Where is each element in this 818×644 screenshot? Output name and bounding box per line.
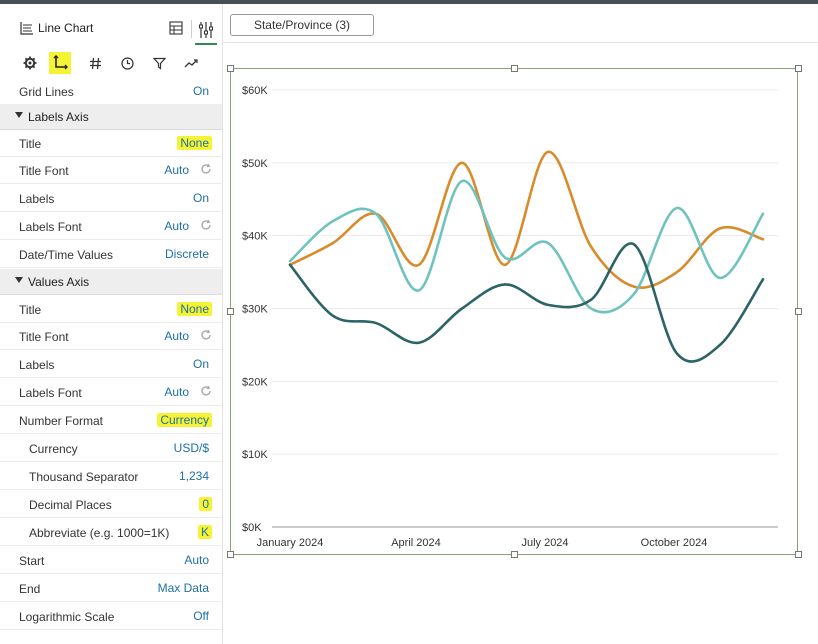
resize-handle-sw[interactable]: [227, 551, 234, 558]
labels-axis-title-font-value[interactable]: Auto: [164, 163, 189, 177]
grid-lines-row[interactable]: Grid Lines On: [0, 78, 222, 105]
grid-view-icon[interactable]: [169, 21, 183, 35]
thousand-separator-row[interactable]: Thousand Separator 1,234: [0, 463, 222, 490]
datetime-values-row[interactable]: Date/Time Values Discrete: [0, 241, 222, 268]
clock-icon: [120, 56, 134, 70]
values-axis-title-value[interactable]: None: [177, 302, 212, 316]
canvas-top-divider: [222, 42, 818, 43]
panel-header: Line Chart: [0, 10, 222, 45]
labels-axis-labels-font-value[interactable]: Auto: [164, 219, 189, 233]
state-province-filter-chip[interactable]: State/Province (3): [230, 14, 374, 36]
abbreviate-label: Abbreviate (e.g. 1000=1K): [29, 526, 170, 540]
resize-handle-e[interactable]: [795, 308, 802, 315]
resize-handle-s[interactable]: [511, 551, 518, 558]
values-axis-title-row[interactable]: Title None: [0, 296, 222, 323]
properties-icon: [199, 22, 213, 38]
end-row[interactable]: End Max Data: [0, 575, 222, 602]
labels-axis-labels-font-label: Labels Font: [19, 220, 82, 234]
datetime-values-label: Date/Time Values: [19, 248, 114, 262]
top-border: [0, 0, 818, 4]
abbreviate-row[interactable]: Abbreviate (e.g. 1000=1K) K: [0, 519, 222, 546]
line-chart-icon: [20, 22, 33, 35]
labels-axis-title-label: Title: [19, 137, 42, 151]
start-label: Start: [19, 554, 45, 568]
resize-handle-se[interactable]: [795, 551, 802, 558]
properties-panel: Line Chart: [0, 4, 223, 644]
labels-axis-title-font-row[interactable]: Title Font Auto: [0, 157, 222, 184]
labels-axis-title-value[interactable]: None: [177, 136, 212, 150]
reset-icon[interactable]: [200, 329, 212, 341]
number-format-value[interactable]: Currency: [157, 413, 212, 427]
values-axis-labels-value[interactable]: On: [192, 357, 209, 371]
trend-icon: [184, 59, 198, 68]
general-tab[interactable]: [19, 52, 41, 74]
labels-axis-labels-value[interactable]: On: [192, 191, 209, 205]
collapse-triangle-icon: [15, 277, 23, 283]
currency-label: Currency: [29, 442, 78, 456]
datetime-values-value[interactable]: Discrete: [164, 247, 209, 261]
labels-axis-header: Labels Axis: [28, 110, 89, 124]
values-axis-labels-font-row[interactable]: Labels Font Auto: [0, 379, 222, 406]
chart-selection-frame[interactable]: [230, 68, 798, 555]
labels-axis-labels-label: Labels: [19, 192, 55, 206]
grid-lines-label: Grid Lines: [19, 85, 74, 99]
grid-lines-value[interactable]: On: [192, 84, 209, 98]
log-scale-value[interactable]: Off: [193, 609, 209, 623]
header-separator: [191, 20, 192, 38]
currency-value[interactable]: USD/$: [173, 441, 209, 455]
reset-icon[interactable]: [200, 385, 212, 397]
property-category-bar: [0, 48, 222, 78]
properties-tab[interactable]: [195, 15, 217, 45]
reset-icon[interactable]: [200, 163, 212, 175]
values-axis-section[interactable]: Values Axis: [0, 269, 222, 295]
values-axis-title-font-row[interactable]: Title Font Auto: [0, 323, 222, 350]
log-scale-label: Logarithmic Scale: [19, 610, 115, 624]
reset-icon[interactable]: [200, 219, 212, 231]
number-format-label: Number Format: [19, 414, 104, 428]
values-axis-labels-row[interactable]: Labels On: [0, 351, 222, 378]
log-scale-row[interactable]: Logarithmic Scale Off: [0, 603, 222, 630]
values-axis-labels-label: Labels: [19, 358, 55, 372]
decimal-places-label: Decimal Places: [29, 498, 112, 512]
labels-axis-section[interactable]: Labels Axis: [0, 104, 222, 130]
values-axis-labels-font-label: Labels Font: [19, 386, 82, 400]
gear-icon: [23, 56, 37, 70]
abbreviate-value[interactable]: K: [197, 525, 212, 539]
end-label: End: [19, 582, 41, 596]
resize-handle-ne[interactable]: [795, 65, 802, 72]
start-row[interactable]: Start Auto: [0, 547, 222, 574]
thousand-separator-value[interactable]: 1,234: [178, 469, 209, 483]
currency-row[interactable]: Currency USD/$: [0, 435, 222, 462]
number-format-row[interactable]: Number Format Currency: [0, 407, 222, 434]
filter-icon: [152, 57, 166, 70]
number-tab[interactable]: [84, 52, 106, 74]
labels-axis-title-font-label: Title Font: [19, 164, 69, 178]
values-axis-title-label: Title: [19, 303, 42, 317]
values-axis-title-font-value[interactable]: Auto: [164, 329, 189, 343]
decimal-places-row[interactable]: Decimal Places 0: [0, 491, 222, 518]
visualization-title: Line Chart: [38, 21, 94, 35]
values-axis-header: Values Axis: [28, 275, 90, 289]
axis-tab[interactable]: [49, 52, 71, 74]
values-axis-labels-font-value[interactable]: Auto: [164, 385, 189, 399]
labels-axis-labels-row[interactable]: Labels On: [0, 185, 222, 212]
analytics-tab[interactable]: [180, 52, 202, 74]
resize-handle-nw[interactable]: [227, 65, 234, 72]
resize-handle-n[interactable]: [511, 65, 518, 72]
labels-axis-title-row[interactable]: Title None: [0, 130, 222, 157]
hash-icon: [89, 57, 101, 69]
collapse-triangle-icon: [15, 112, 23, 118]
time-tab[interactable]: [116, 52, 138, 74]
filter-tab[interactable]: [148, 52, 170, 74]
start-value[interactable]: Auto: [184, 553, 209, 567]
labels-axis-labels-font-row[interactable]: Labels Font Auto: [0, 213, 222, 240]
end-value[interactable]: Max Data: [157, 581, 209, 595]
values-axis-title-font-label: Title Font: [19, 330, 69, 344]
decimal-places-value[interactable]: 0: [199, 497, 212, 511]
thousand-separator-label: Thousand Separator: [29, 470, 139, 484]
axis-icon: [53, 55, 68, 70]
resize-handle-w[interactable]: [227, 308, 234, 315]
